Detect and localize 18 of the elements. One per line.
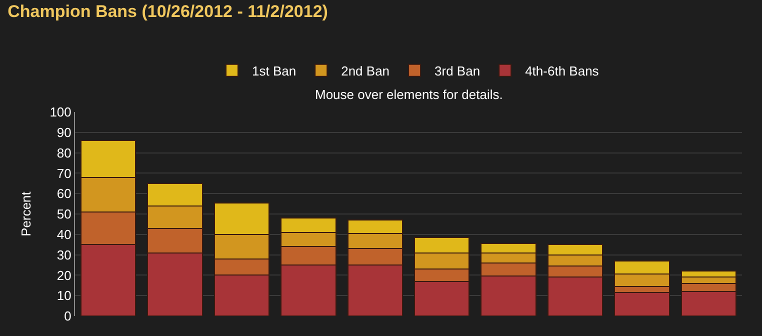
y-tick-label: 20: [56, 268, 72, 283]
y-tick-label: 10: [56, 288, 72, 304]
y-tick-label: 90: [56, 124, 72, 140]
legend-label: 4th-6th Bans: [525, 64, 600, 78]
y-axis-title: Percent: [18, 191, 34, 236]
chart-title: Champion Bans (10/26/2012 - 11/2/2012): [8, 2, 328, 21]
y-tick-label: 30: [56, 247, 72, 262]
legend-label: 1st Ban: [252, 64, 296, 78]
legend-label: 3rd Ban: [434, 64, 480, 78]
y-tick-label: 70: [56, 166, 72, 181]
y-tick-label: 0: [64, 308, 72, 324]
y-tick-label: 60: [56, 186, 72, 202]
y-tick-label: 100: [50, 104, 72, 120]
y-tick-label: 40: [56, 226, 72, 242]
y-tick-label: 80: [56, 145, 72, 160]
chart-subtitle: Mouse over elements for details.: [315, 87, 503, 102]
y-tick-label: 50: [56, 206, 72, 222]
legend-label: 2nd Ban: [341, 64, 390, 78]
